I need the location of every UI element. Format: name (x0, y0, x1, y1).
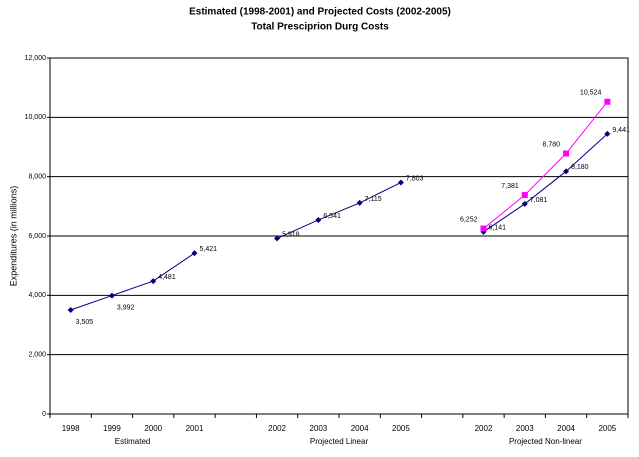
value-label: 7,115 (365, 196, 382, 203)
series-line (276, 182, 402, 239)
y-tick-label: 2,000 (28, 352, 46, 359)
marker (191, 250, 198, 257)
y-axis-label: Expenditures (in millions) (8, 186, 18, 287)
value-label: 3,505 (76, 319, 94, 326)
marker (274, 235, 281, 242)
x-tick-label: 2005 (598, 424, 616, 433)
group-label: Projected Linear (310, 437, 369, 446)
value-label: 8,180 (571, 164, 589, 171)
y-tick-label: 6,000 (28, 233, 46, 240)
group-label: Projected Non-linear (509, 437, 582, 446)
x-tick-label: 2000 (144, 424, 162, 433)
value-label: 7,081 (530, 197, 548, 204)
value-label: 6,141 (489, 225, 507, 232)
x-tick-label: 2005 (392, 424, 410, 433)
x-tick-label: 1999 (103, 424, 121, 433)
value-label: 4,481 (158, 274, 176, 281)
marker (150, 278, 157, 285)
y-tick-label: 12,000 (25, 55, 47, 62)
x-tick-label: 2002 (475, 424, 493, 433)
value-label: 5,421 (200, 246, 218, 253)
y-tick-label: 8,000 (28, 174, 46, 181)
series-line (483, 133, 608, 233)
marker (397, 179, 404, 186)
value-label: 3,992 (117, 304, 135, 311)
series-line (483, 101, 608, 229)
x-tick-label: 2003 (516, 424, 534, 433)
value-label: 7,803 (406, 175, 424, 182)
marker (67, 307, 74, 314)
marker (521, 192, 528, 199)
value-label: 5,918 (282, 231, 300, 238)
marker (356, 199, 363, 206)
x-tick-label: 2004 (557, 424, 575, 433)
marker (563, 168, 570, 175)
x-tick-label: 2001 (186, 424, 204, 433)
value-label: 10,524 (580, 90, 602, 97)
marker (604, 130, 611, 137)
value-label: 7,381 (501, 183, 519, 190)
y-tick-label: 0 (42, 411, 46, 418)
value-label: 9,441 (612, 127, 630, 134)
series-line (70, 252, 195, 311)
marker (315, 216, 322, 223)
y-tick-label: 10,000 (25, 114, 47, 121)
group-label: Estimated (115, 437, 151, 446)
x-tick-label: 1998 (62, 424, 80, 433)
marker (108, 292, 115, 299)
value-label: 6,252 (460, 216, 478, 223)
marker (563, 150, 570, 157)
x-tick-label: 2004 (351, 424, 369, 433)
chart-subtitle: Total Presciprion Durg Costs (251, 22, 389, 33)
x-tick-label: 2003 (309, 424, 327, 433)
marker (604, 98, 611, 105)
y-tick-label: 4,000 (28, 292, 46, 299)
x-tick-label: 2002 (268, 424, 286, 433)
chart-title: Estimated (1998-2001) and Projected Cost… (189, 7, 451, 18)
value-label: 8,780 (543, 141, 561, 148)
value-label: 6,541 (323, 213, 341, 220)
marker (480, 225, 487, 232)
marker (521, 200, 528, 207)
